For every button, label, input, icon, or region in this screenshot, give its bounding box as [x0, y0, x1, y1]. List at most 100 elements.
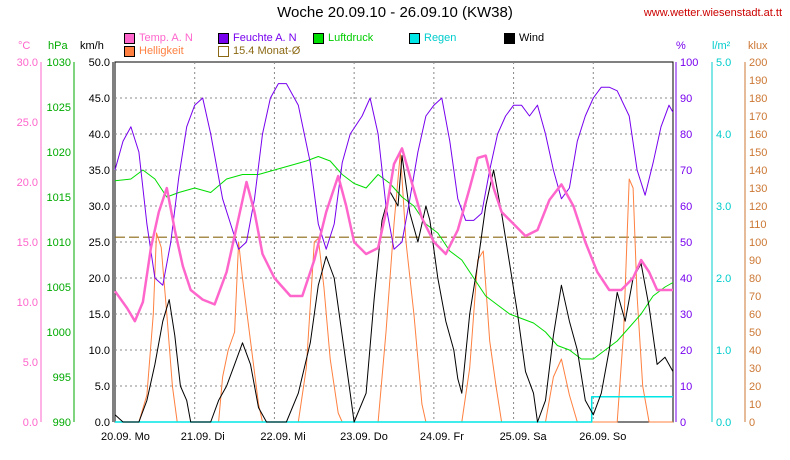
tick-label-percent: 50 — [680, 237, 692, 249]
tick-label-klux: 110 — [749, 219, 767, 231]
tick-label-klux: 180 — [749, 93, 767, 105]
tick-label-temp: 25.0 — [17, 117, 38, 129]
tick-label-klux: 70 — [749, 291, 761, 303]
tick-label-hpa: 995 — [53, 372, 71, 384]
plot-area — [114, 61, 674, 423]
tick-label-klux: 100 — [749, 237, 767, 249]
series-klux — [115, 151, 673, 423]
tick-label-percent: 100 — [680, 57, 698, 69]
tick-label-percent: 40 — [680, 273, 692, 285]
tick-label-kmh: 20.0 — [89, 273, 110, 285]
tick-label-temp: 15.0 — [17, 237, 38, 249]
legend-pressure-label: Luftdruck — [328, 32, 374, 44]
tick-label-temp: 20.0 — [17, 177, 38, 189]
tick-label-percent: 70 — [680, 165, 692, 177]
day-label: 20.09. Mo — [101, 431, 150, 443]
tick-label-rain: 4.0 — [716, 129, 731, 141]
tick-label-rain: 2.0 — [716, 273, 731, 285]
legend-brightness-swatch — [124, 45, 135, 57]
day-label: 25.09. Sa — [500, 431, 548, 443]
tick-label-klux: 120 — [749, 201, 767, 213]
tick-label-percent: 30 — [680, 309, 692, 321]
day-label: 24.09. Fr — [420, 431, 464, 443]
tick-label-kmh: 50.0 — [89, 57, 110, 69]
tick-label-klux: 160 — [749, 129, 767, 141]
legend-month-avg-swatch — [218, 45, 229, 57]
tick-label-rain: 0.0 — [716, 417, 731, 429]
tick-label-temp: 30.0 — [17, 57, 38, 69]
tick-label-klux: 40 — [749, 345, 761, 357]
tick-label-hpa: 1025 — [47, 102, 71, 114]
tick-label-klux: 90 — [749, 255, 761, 267]
tick-label-kmh: 45.0 — [89, 93, 110, 105]
series-percent — [114, 83, 674, 286]
tick-label-percent: 0 — [680, 417, 686, 429]
legend-wind-swatch — [504, 32, 515, 44]
tick-label-klux: 150 — [749, 147, 767, 159]
tick-label-rain: 5.0 — [716, 57, 731, 69]
tick-label-klux: 200 — [749, 57, 767, 69]
unit-temp: °C — [18, 40, 31, 52]
day-label: 26.09. So — [579, 431, 626, 443]
chart-title: Woche 20.09.10 - 26.09.10 (KW38) — [277, 4, 513, 21]
tick-label-klux: 170 — [749, 111, 767, 123]
unit-kmh: km/h — [80, 40, 104, 52]
tick-label-klux: 190 — [749, 75, 767, 87]
unit-rain: l/m² — [712, 40, 731, 52]
tick-label-hpa: 1000 — [47, 327, 71, 339]
source-url: www.wetter.wiesenstadt.at.tt — [643, 7, 782, 19]
tick-label-percent: 20 — [680, 345, 692, 357]
tick-label-percent: 80 — [680, 129, 692, 141]
tick-label-hpa: 1005 — [47, 282, 71, 294]
tick-label-klux: 20 — [749, 381, 761, 393]
legend-month-avg: 15.4 Monat-Ø — [218, 45, 300, 57]
day-label: 22.09. Mi — [260, 431, 305, 443]
tick-label-rain: 3.0 — [716, 201, 731, 213]
unit-percent: % — [676, 40, 686, 52]
tick-label-kmh: 25.0 — [89, 237, 110, 249]
tick-label-kmh: 40.0 — [89, 129, 110, 141]
tick-label-hpa: 1010 — [47, 237, 71, 249]
legend-wind-label: Wind — [519, 32, 545, 44]
legend-month-avg-label: 15.4 Monat-Ø — [233, 45, 301, 57]
legend-brightness-label: Helligkeit — [139, 45, 184, 57]
tick-label-hpa: 1015 — [47, 192, 71, 204]
tick-label-kmh: 15.0 — [89, 309, 110, 321]
legend-temp: Temp. A. N — [124, 32, 193, 44]
tick-label-temp: 10.0 — [17, 297, 38, 309]
unit-hpa: hPa — [48, 40, 68, 52]
legend-rain-label: Regen — [424, 32, 457, 44]
tick-label-percent: 90 — [680, 93, 692, 105]
legend-wind: Wind — [504, 32, 544, 44]
series-kmh — [114, 155, 674, 423]
tick-label-kmh: 10.0 — [89, 345, 110, 357]
tick-label-kmh: 30.0 — [89, 201, 110, 213]
legend-temp-label: Temp. A. N — [139, 32, 193, 44]
tick-label-percent: 10 — [680, 381, 692, 393]
legend-pressure: Luftdruck — [313, 32, 373, 44]
tick-label-hpa: 1030 — [47, 57, 71, 69]
tick-label-kmh: 0.0 — [95, 417, 110, 429]
tick-label-temp: 5.0 — [23, 357, 38, 369]
day-label: 21.09. Di — [181, 431, 225, 443]
series-hpa — [114, 156, 674, 360]
tick-label-percent: 60 — [680, 201, 692, 213]
tick-label-klux: 130 — [749, 183, 767, 195]
tick-label-klux: 50 — [749, 327, 761, 339]
legend-brightness: Helligkeit — [124, 45, 184, 57]
legend-rain: Regen — [409, 32, 456, 44]
series-temp — [113, 147, 673, 323]
tick-label-klux: 0 — [749, 417, 755, 429]
legend-temp-swatch — [124, 32, 135, 44]
tick-label-klux: 30 — [749, 363, 761, 375]
legend-humidity: Feuchte A. N — [218, 32, 297, 44]
legend-humidity-swatch — [218, 32, 229, 44]
tick-label-hpa: 990 — [53, 417, 71, 429]
legend-pressure-swatch — [313, 32, 324, 44]
tick-label-klux: 80 — [749, 273, 761, 285]
tick-label-klux: 10 — [749, 399, 761, 411]
tick-label-rain: 1.0 — [716, 345, 731, 357]
series-rain — [115, 396, 673, 423]
tick-label-klux: 140 — [749, 165, 767, 177]
